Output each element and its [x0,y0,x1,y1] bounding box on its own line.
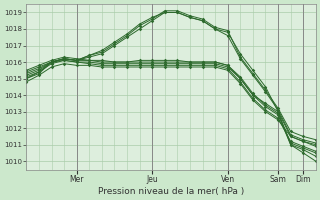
X-axis label: Pression niveau de la mer( hPa ): Pression niveau de la mer( hPa ) [98,187,244,196]
